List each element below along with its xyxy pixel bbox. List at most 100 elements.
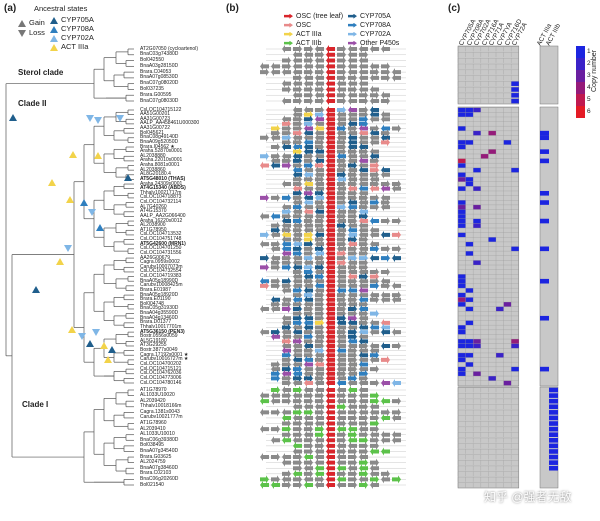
gene-arrow [315,413,324,422]
gene-arrow [326,481,335,489]
gene-arrow [370,97,379,105]
colorbar-segment [576,58,585,70]
phylogenetic-tree [5,48,134,486]
gene-arrow [304,68,313,77]
gene-arrow [293,79,302,88]
gene-arrow [381,97,390,105]
gene-arrow [359,79,368,88]
gene-arrow [337,481,346,489]
gene-arrow [326,97,335,105]
taxon-label: BnaA05g18990D [140,277,179,284]
triangle-down-icon [18,29,26,37]
gene-arrow [370,254,379,263]
heatmap-cell [549,449,558,454]
gene-arrow [271,193,280,202]
gene-arrow [293,425,302,434]
gene-arrow [326,419,335,428]
taxon-label: AA51G00201 [140,111,171,118]
taxon-label: Bol004748 [140,300,164,307]
gene-arrow [359,397,368,406]
gene-arrow [293,379,302,387]
gene-arrow [293,408,302,417]
gain-legend: Gain [18,18,45,27]
gene-arrow [348,402,357,411]
heatmap-cell [540,200,549,205]
heatmap-cell [540,278,549,284]
taxon-label: AL2039410 [140,425,166,432]
gene-arrow [326,425,335,434]
heatmap-cell [549,465,558,471]
taxon-label: Cagra.17192s0001 ★ [140,351,189,358]
gene-legend-label: OSC [296,22,312,29]
gene-legend-label: CYP702A [360,31,391,38]
gene-arrow [260,193,269,202]
taxon-label: Brara.G00595 [140,91,172,98]
heatmap-cell [473,167,481,173]
gene-arrow [304,419,313,428]
taxon-label: AT4G15370 [140,208,167,215]
gene-arrow [381,170,390,179]
gene-arrow [348,91,357,100]
sterol-clade-label: Sterol clade [18,68,64,77]
heatmap-cell [540,218,549,224]
gene-arrow [293,62,302,71]
taxon-label: AT5G42600 (MRN1) [140,240,186,247]
taxon-label: Brara.C04053 [140,68,172,75]
gene-arrow [392,430,401,439]
gene-legend-label: OSC (tree leaf) [296,13,344,20]
heatmap-cell [458,126,466,131]
gene-arrow [337,447,346,456]
gene-arrow [348,397,357,406]
ancestral-state-triangle [88,209,96,216]
gene-arrow [282,419,291,428]
taxon-label: AT5G36150 (PEN3) [140,328,185,335]
gene-arrow [271,436,280,445]
gene-arrow [337,425,346,434]
taxon-label: CsLOC104751748 [140,236,182,243]
gene-legend-label: ACT IIIa [296,31,322,38]
state-triangle-icon [50,25,58,33]
taxon-label: CsLOC104773006 [140,374,182,381]
heatmap-cell [458,352,466,358]
gene-arrow [381,413,390,422]
taxon-label: AT5G48010 (THAS) [140,175,186,182]
heatmap-cell [473,339,481,344]
taxon-label: Bol037235 [140,85,164,92]
gene-arrow [326,447,335,456]
gene-arrow [370,355,379,364]
gene-arrow [282,85,291,94]
gene-arrow [315,475,324,484]
panel-b-label: (b) [226,3,239,14]
gene-arrow [337,469,346,478]
gene-arrow [326,379,335,387]
gene-arrow [359,425,368,434]
taxon-label: CsLOC104700202 [140,360,182,367]
gene-arrow [348,481,357,489]
gene-arrow [392,230,401,239]
gene-arrow [370,419,379,428]
taxon-label: AL1033U10010 [140,431,175,438]
gene-arrow [304,386,313,394]
colorbar-tick-label: 5 [587,96,591,103]
gene-arrow [348,85,357,94]
gene-arrow [392,124,401,133]
gene-arrow [370,436,379,445]
heatmap-cell [458,283,466,289]
gene-arrow [348,50,357,59]
taxon-label: Thhalv10017701m [140,323,182,330]
gene-arrow [381,91,390,100]
gene-arrow [381,115,390,124]
gene-arrow [282,79,291,88]
gene-arrow [370,62,379,71]
gene-arrow [370,309,379,318]
heatmap-cell [465,241,474,247]
gene-arrow [348,45,357,53]
heatmap-cell [458,218,466,224]
taxon-label: Thhalv10018166m [140,403,182,410]
gene-arrow [348,419,357,428]
gene-arrow [293,475,302,484]
gene-arrow [271,386,280,394]
gene-arrow [293,68,302,77]
gene-arrow [260,281,269,290]
heatmap-cell [496,352,504,358]
